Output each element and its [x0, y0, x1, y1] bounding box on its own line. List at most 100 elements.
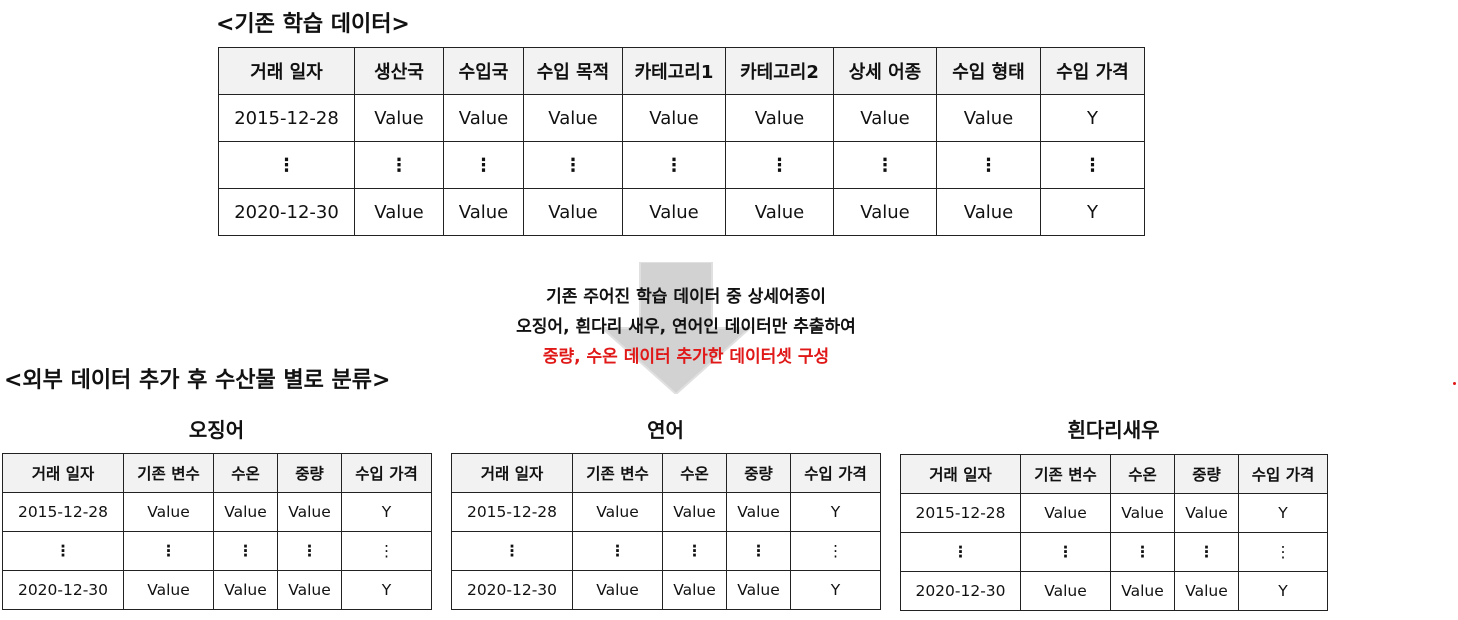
table-cell: 2020-12-30 [218, 188, 355, 236]
table-header-row: 거래 일자 기존 변수 수온 중량 수입 가격 [2, 453, 432, 493]
red-dot-mark [1453, 382, 1456, 385]
table-row: 2020-12-30 Value Value Value Y [2, 570, 432, 610]
ellipsis-cell: ⋮ [443, 141, 524, 189]
table-cell: Value [443, 94, 524, 142]
table-cell: Y [341, 570, 432, 610]
table-cell: Value [443, 188, 524, 236]
existing-data-title: <기존 학습 데이터> [216, 12, 410, 37]
table-cell: Value [725, 94, 834, 142]
note-line: 오징어, 흰다리 새우, 연어인 데이터만 추출하여 [516, 317, 856, 337]
ellipsis-cell: ⋮ [123, 531, 214, 571]
table-cell: 2020-12-30 [2, 570, 124, 610]
ellipsis-cell: ⋮ [341, 531, 432, 571]
external-data-title: <외부 데이터 추가 후 수산물 별로 분류> [4, 368, 391, 393]
table-cell: Value [1020, 493, 1111, 533]
table-row-ellipsis: ⋮ ⋮ ⋮ ⋮ ⋮ [900, 532, 1328, 572]
header-cell: 수입 가격 [790, 453, 881, 493]
header-cell: 수온 [213, 453, 278, 493]
ellipsis-cell: ⋮ [277, 531, 342, 571]
table-cell: Value [622, 188, 726, 236]
header-cell: 카테고리1 [622, 47, 726, 95]
ellipsis-cell: ⋮ [1238, 532, 1328, 572]
header-cell: 중량 [726, 453, 791, 493]
header-cell: 기존 변수 [1020, 454, 1111, 494]
ellipsis-cell: ⋮ [1020, 532, 1111, 572]
table-cell: Value [1020, 571, 1111, 611]
table-cell: Value [1174, 493, 1239, 533]
ellipsis-cell: ⋮ [790, 531, 881, 571]
table-cell: Value [726, 570, 791, 610]
header-cell: 수입 목적 [523, 47, 623, 95]
table-row-ellipsis: ⋮ ⋮ ⋮ ⋮ ⋮ [451, 531, 881, 571]
table-header-row: 거래 일자 기존 변수 수온 중량 수입 가격 [900, 454, 1328, 494]
table-cell: Value [123, 570, 214, 610]
table-cell: Value [1110, 493, 1175, 533]
header-cell: 기존 변수 [123, 453, 214, 493]
table-row: 2015-12-28 Value Value Value Y [900, 493, 1328, 533]
ellipsis-cell: ⋮ [523, 141, 623, 189]
header-cell: 상세 어종 [833, 47, 937, 95]
table-row: 2015-12-28 Value Value Value Value Value… [218, 94, 1145, 142]
ellipsis-cell: ⋮ [936, 141, 1041, 189]
header-cell: 수입국 [443, 47, 524, 95]
ellipsis-cell: ⋮ [622, 141, 726, 189]
table-cell: Value [662, 570, 727, 610]
table-cell: Y [341, 492, 432, 532]
header-cell: 수입 가격 [1040, 47, 1145, 95]
header-cell: 수입 형태 [936, 47, 1041, 95]
table-row: 2020-12-30 Value Value Value Y [900, 571, 1328, 611]
table-cell: 2015-12-28 [2, 492, 124, 532]
table-cell: Y [1238, 493, 1328, 533]
table-cell: Y [790, 570, 881, 610]
ellipsis-cell: ⋮ [900, 532, 1021, 572]
table-cell: Value [833, 94, 937, 142]
whiteleg-shrimp-table: 거래 일자 기존 변수 수온 중량 수입 가격 2015-12-28 Value… [900, 454, 1328, 611]
ellipsis-cell: ⋮ [833, 141, 937, 189]
header-cell: 기존 변수 [572, 453, 663, 493]
header-cell: 거래 일자 [2, 453, 124, 493]
header-cell: 생산국 [354, 47, 444, 95]
table-row: 2020-12-30 Value Value Value Value Value… [218, 188, 1145, 236]
ellipsis-cell: ⋮ [725, 141, 834, 189]
ellipsis-cell: ⋮ [1040, 141, 1145, 189]
header-cell: 카테고리2 [725, 47, 834, 95]
transformation-note: 기존 주어진 학습 데이터 중 상세어종이 오징어, 흰다리 새우, 연어인 데… [476, 282, 896, 372]
table-cell: Value [354, 188, 444, 236]
table-cell: Y [1040, 188, 1145, 236]
table-cell: Value [523, 94, 623, 142]
table-cell: Value [572, 492, 663, 532]
header-cell: 중량 [1174, 454, 1239, 494]
table-row: 2015-12-28 Value Value Value Y [451, 492, 881, 532]
table-cell: Value [277, 570, 342, 610]
existing-data-table: 거래 일자 생산국 수입국 수입 목적 카테고리1 카테고리2 상세 어종 수입… [218, 47, 1145, 236]
table-header-row: 거래 일자 생산국 수입국 수입 목적 카테고리1 카테고리2 상세 어종 수입… [218, 47, 1145, 95]
table-cell: Value [354, 94, 444, 142]
header-cell: 수입 가격 [341, 453, 432, 493]
table-cell: Y [790, 492, 881, 532]
header-cell: 수입 가격 [1238, 454, 1328, 494]
table-cell: Value [622, 94, 726, 142]
table-header-row: 거래 일자 기존 변수 수온 중량 수입 가격 [451, 453, 881, 493]
table-cell: Value [1110, 571, 1175, 611]
note-line: 기존 주어진 학습 데이터 중 상세어종이 [546, 287, 826, 307]
header-cell: 수온 [662, 453, 727, 493]
table-cell: 2020-12-30 [900, 571, 1021, 611]
subtable-title-squid: 오징어 [188, 418, 245, 442]
note-highlight-line: 중량, 수온 데이터 추가한 데이터셋 구성 [542, 347, 830, 367]
salmon-table: 거래 일자 기존 변수 수온 중량 수입 가격 2015-12-28 Value… [451, 453, 881, 610]
table-cell: Value [725, 188, 834, 236]
table-cell: 2015-12-28 [218, 94, 355, 142]
ellipsis-cell: ⋮ [218, 141, 355, 189]
ellipsis-cell: ⋮ [726, 531, 791, 571]
ellipsis-cell: ⋮ [354, 141, 444, 189]
subtable-title-whiteleg-shrimp: 흰다리새우 [1067, 418, 1160, 442]
ellipsis-cell: ⋮ [2, 531, 124, 571]
table-row: 2020-12-30 Value Value Value Y [451, 570, 881, 610]
squid-table: 거래 일자 기존 변수 수온 중량 수입 가격 2015-12-28 Value… [2, 453, 432, 610]
header-cell: 거래 일자 [218, 47, 355, 95]
table-cell: Value [936, 188, 1041, 236]
table-cell: Value [726, 492, 791, 532]
ellipsis-cell: ⋮ [1110, 532, 1175, 572]
table-cell: Value [936, 94, 1041, 142]
header-cell: 거래 일자 [451, 453, 573, 493]
